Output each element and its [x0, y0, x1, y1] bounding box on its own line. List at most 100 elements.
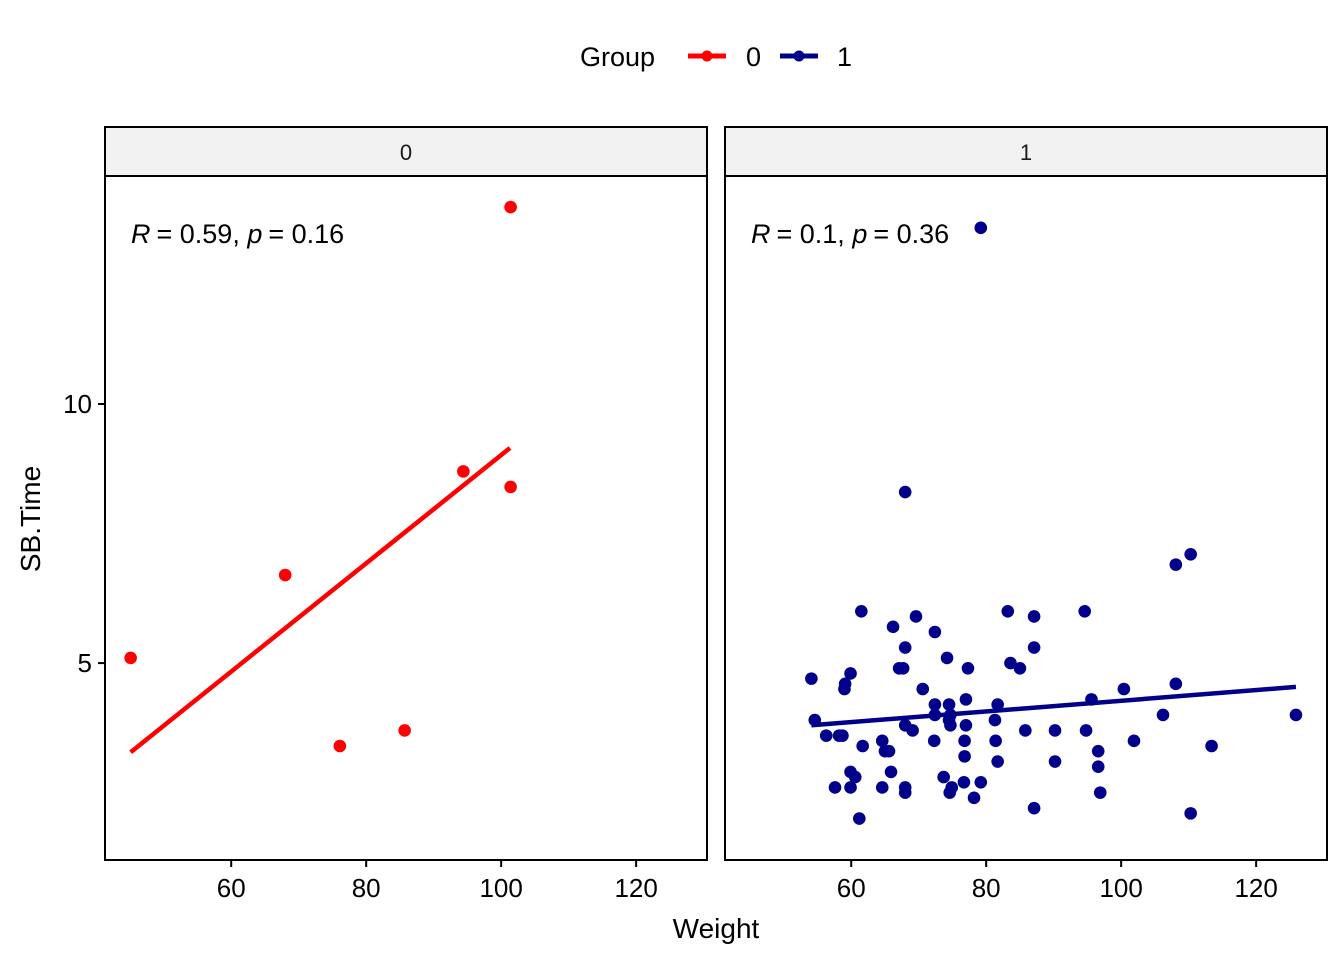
- x-axis-title: Weight: [673, 913, 760, 944]
- data-point: [828, 781, 842, 794]
- data-point: [1048, 724, 1062, 737]
- data-point: [940, 651, 954, 665]
- data-point: [959, 693, 973, 706]
- data-point: [333, 739, 347, 753]
- data-point: [1048, 755, 1062, 768]
- r-symbol: R: [131, 219, 151, 249]
- data-point: [958, 734, 971, 748]
- data-point: [961, 661, 975, 675]
- data-point: [819, 729, 833, 742]
- strip-label-0: 0: [400, 140, 412, 165]
- data-point: [896, 661, 910, 675]
- x-tick-label: 80: [972, 873, 1001, 903]
- data-point: [1117, 682, 1131, 696]
- data-point: [1093, 786, 1107, 799]
- x-axis-1: 60 80 100 120: [837, 860, 1278, 903]
- marks-0: [124, 200, 517, 754]
- data-point: [989, 734, 1002, 748]
- legend-label-1: 1: [837, 42, 852, 72]
- p-value: = 0.16: [268, 219, 344, 249]
- y-axis: 5 10: [63, 389, 105, 678]
- data-point: [1004, 656, 1017, 670]
- data-point: [1091, 760, 1105, 774]
- data-point: [875, 734, 889, 748]
- data-point: [844, 667, 857, 680]
- data-point: [967, 791, 981, 805]
- data-point: [1156, 708, 1170, 722]
- x-tick-label: 120: [1234, 873, 1277, 903]
- r-value: = 0.59,: [157, 219, 248, 249]
- legend: Group 0 1: [580, 42, 852, 72]
- r-symbol: R: [751, 219, 771, 249]
- regression-line-1: [811, 684, 1297, 728]
- data-point: [944, 708, 957, 722]
- data-point: [944, 718, 957, 732]
- y-tick-label: 5: [78, 648, 92, 678]
- data-point: [937, 770, 950, 784]
- y-tick-label: 10: [63, 389, 92, 419]
- data-point: [855, 604, 868, 618]
- legend-key-point-0: [701, 50, 713, 62]
- data-point: [1127, 734, 1141, 748]
- data-point: [957, 775, 971, 789]
- data-point: [805, 672, 818, 685]
- data-point: [1079, 724, 1093, 737]
- data-point: [1091, 744, 1105, 758]
- data-point: [916, 682, 930, 696]
- legend-key-point-1: [793, 50, 805, 62]
- r-value: = 0.1,: [777, 219, 853, 249]
- data-point: [991, 755, 1004, 768]
- plot-area-0: [104, 175, 708, 861]
- marks-1: [805, 221, 1303, 825]
- data-point: [398, 724, 411, 737]
- data-point: [928, 625, 942, 639]
- data-point: [928, 708, 942, 722]
- data-point: [974, 775, 988, 789]
- data-point: [974, 221, 988, 235]
- data-point: [875, 781, 889, 794]
- x-tick-label: 100: [1099, 873, 1142, 903]
- data-point: [898, 641, 912, 654]
- correlation-annotation-0: R = 0.59, p = 0.16: [131, 219, 344, 249]
- data-point: [457, 465, 470, 478]
- data-point: [1013, 661, 1027, 675]
- data-point: [1184, 807, 1197, 820]
- data-point: [1078, 604, 1092, 618]
- y-axis-title: SB.Time: [15, 466, 46, 572]
- data-point: [945, 781, 959, 794]
- data-point: [928, 698, 942, 711]
- data-point: [808, 713, 822, 727]
- data-point: [1027, 801, 1041, 815]
- correlation-annotation-1: R = 0.1, p = 0.36: [751, 219, 949, 249]
- data-point: [1001, 604, 1015, 618]
- data-point: [1019, 724, 1032, 737]
- data-point: [1027, 641, 1041, 654]
- data-point: [886, 620, 900, 634]
- data-point: [906, 724, 919, 737]
- legend-title: Group: [580, 42, 655, 72]
- data-point: [959, 718, 973, 732]
- p-symbol: p: [851, 219, 867, 249]
- p-value: = 0.36: [873, 219, 949, 249]
- legend-label-0: 0: [746, 42, 761, 72]
- facet-panel-1: 1 R = 0.1, p = 0.36 60 80 100 120: [724, 126, 1328, 903]
- data-point: [124, 651, 137, 665]
- data-point: [504, 200, 517, 214]
- x-axis-0: 60 80 100 120: [217, 860, 658, 903]
- data-point: [884, 765, 898, 779]
- data-point: [504, 480, 517, 494]
- facet-panel-0: 0 R = 0.59, p = 0.16 60 80 100 120: [104, 126, 708, 903]
- data-point: [1205, 739, 1218, 753]
- data-point: [844, 781, 857, 794]
- data-point: [1169, 558, 1183, 571]
- data-point: [1289, 708, 1303, 722]
- regression-line-0: [129, 446, 512, 754]
- data-point: [942, 698, 956, 711]
- data-point: [848, 770, 862, 784]
- data-point: [909, 610, 923, 623]
- data-point: [836, 729, 849, 742]
- data-point: [882, 744, 896, 758]
- data-point: [838, 677, 852, 691]
- p-symbol: p: [246, 219, 262, 249]
